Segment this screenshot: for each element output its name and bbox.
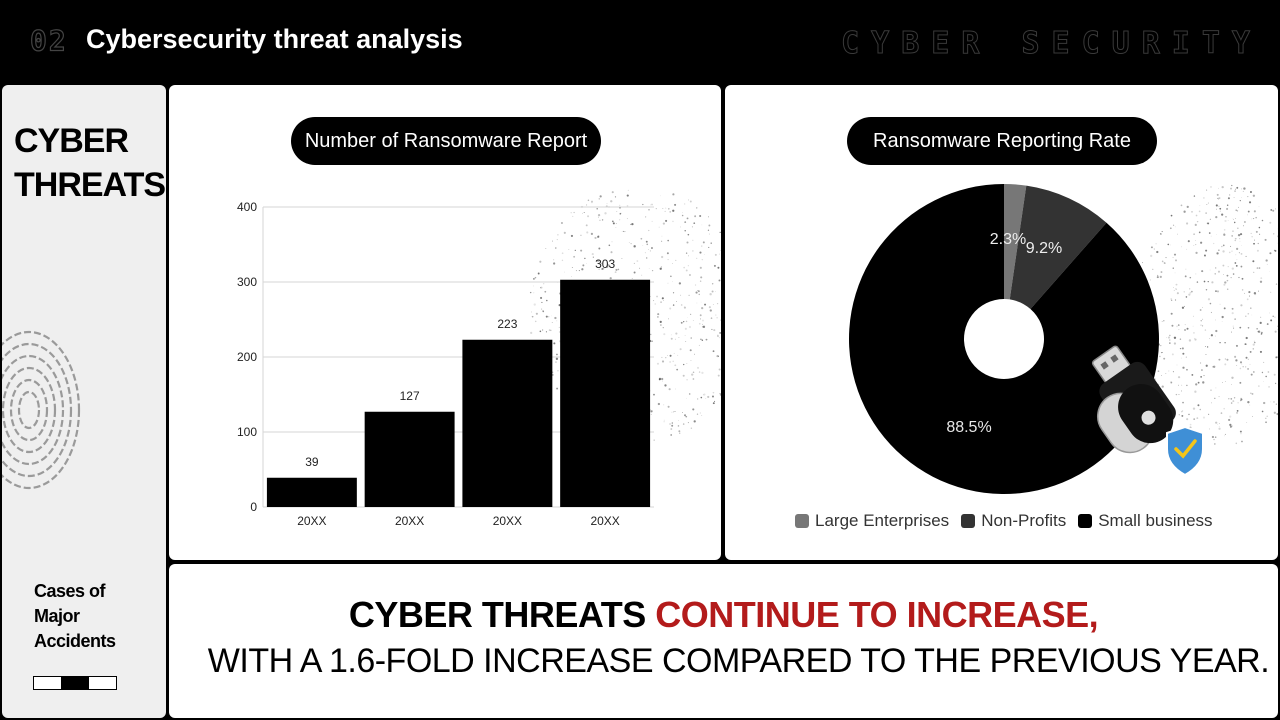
page-title: Cybersecurity threat analysis [86,24,463,54]
legend-swatch [795,514,809,528]
x-tick-label: 20XX [493,514,522,528]
bar-value-label: 39 [305,455,319,469]
legend-label: Large Enterprises [815,511,950,530]
legend-swatch [961,514,976,528]
headline-highlight: CONTINUE TO INCREASE, [655,594,1099,635]
donut-chart: 2.3%9.2% 88.5% [848,184,1278,494]
bar [266,477,357,507]
chart-legend: Large Enterprises Non-Profits Small busine… [795,511,1213,531]
page-dot[interactable] [88,676,117,690]
slice-value-label: 2.3% [990,231,1026,248]
speckle-texture [1134,184,1278,445]
page-indicator[interactable] [33,676,117,690]
legend-label: Non-Profits [981,511,1067,530]
page-dot[interactable] [33,676,62,690]
sidebar-subtitle-line1: Cases of [34,581,106,601]
slice-value-label: 9.2% [1026,240,1062,257]
headline-subtext: WITH A 1.6-FOLD INCREASE COMPARED TO THE… [207,642,1270,680]
donut-chart-title: Ransomware Reporting Rate [847,117,1157,165]
sidebar-title: CYBER THREATS [14,119,166,207]
donut-slice [1009,185,1107,309]
donut-slice [1004,184,1027,300]
legend-item: Non-Profits [961,511,1066,531]
y-tick-label: 0 [250,500,257,514]
bar-chart-title: Number of Ransomware Report [291,117,601,165]
bar-chart: 0 100 200 300 400 39 20XX 127 20XX 223 20XX 303 20XX [237,189,721,528]
bar-chart-panel: 0 100 200 300 400 39 20XX 127 20XX 223 20XX 303 20XX… [169,85,721,560]
sidebar-title-line1: CYBER [14,122,129,160]
legend-item: Small business [1078,511,1213,531]
bar [364,411,455,507]
y-tick-label: 300 [237,275,257,289]
usb-drive-icon [1091,345,1204,477]
y-tick-label: 200 [237,350,257,364]
sidebar: CYBER THREATS Cases of Major Accidents [2,85,166,718]
header-bar: 02 Cybersecurity threat analysis CYBER S… [0,0,1280,84]
page-dot[interactable] [60,676,90,690]
legend-label: Small business [1098,511,1213,530]
bar-value-label: 223 [497,317,517,331]
y-tick-label: 100 [237,425,257,439]
headline-prefix: CYBER THREATS [348,594,656,635]
fingerprint-icon [2,330,81,490]
legend-item: Large Enterprises [795,511,949,531]
bar-value-label: 127 [400,389,420,403]
bar-value-label: 303 [595,257,615,271]
section-number: 02 [29,23,68,57]
sidebar-subtitle: Cases of Major Accidents [34,579,116,654]
brand-logo-text: CYBER SECURITY [841,26,1262,62]
x-tick-label: 20XX [395,514,424,528]
x-tick-label: 20XX [590,514,619,528]
donut-slice [848,184,1159,494]
legend-swatch [1078,514,1093,528]
bar [560,279,651,507]
sidebar-subtitle-line3: Accidents [34,631,116,651]
summary-panel: CYBER THREATS CONTINUE TO INCREASE, WITH… [169,564,1278,718]
slice-value-label: 88.5% [946,419,991,436]
y-tick-label: 400 [237,200,257,214]
donut-chart-panel: 2.3% 9.2% 88.5% Ransomware Reporting Rate … [725,85,1278,560]
bar [462,339,553,507]
x-tick-label: 20XX [297,514,326,528]
sidebar-subtitle-line2: Major [34,606,80,626]
sidebar-title-line2: THREATS [14,166,166,204]
headline: CYBER THREATS CONTINUE TO INCREASE, [169,594,1278,636]
